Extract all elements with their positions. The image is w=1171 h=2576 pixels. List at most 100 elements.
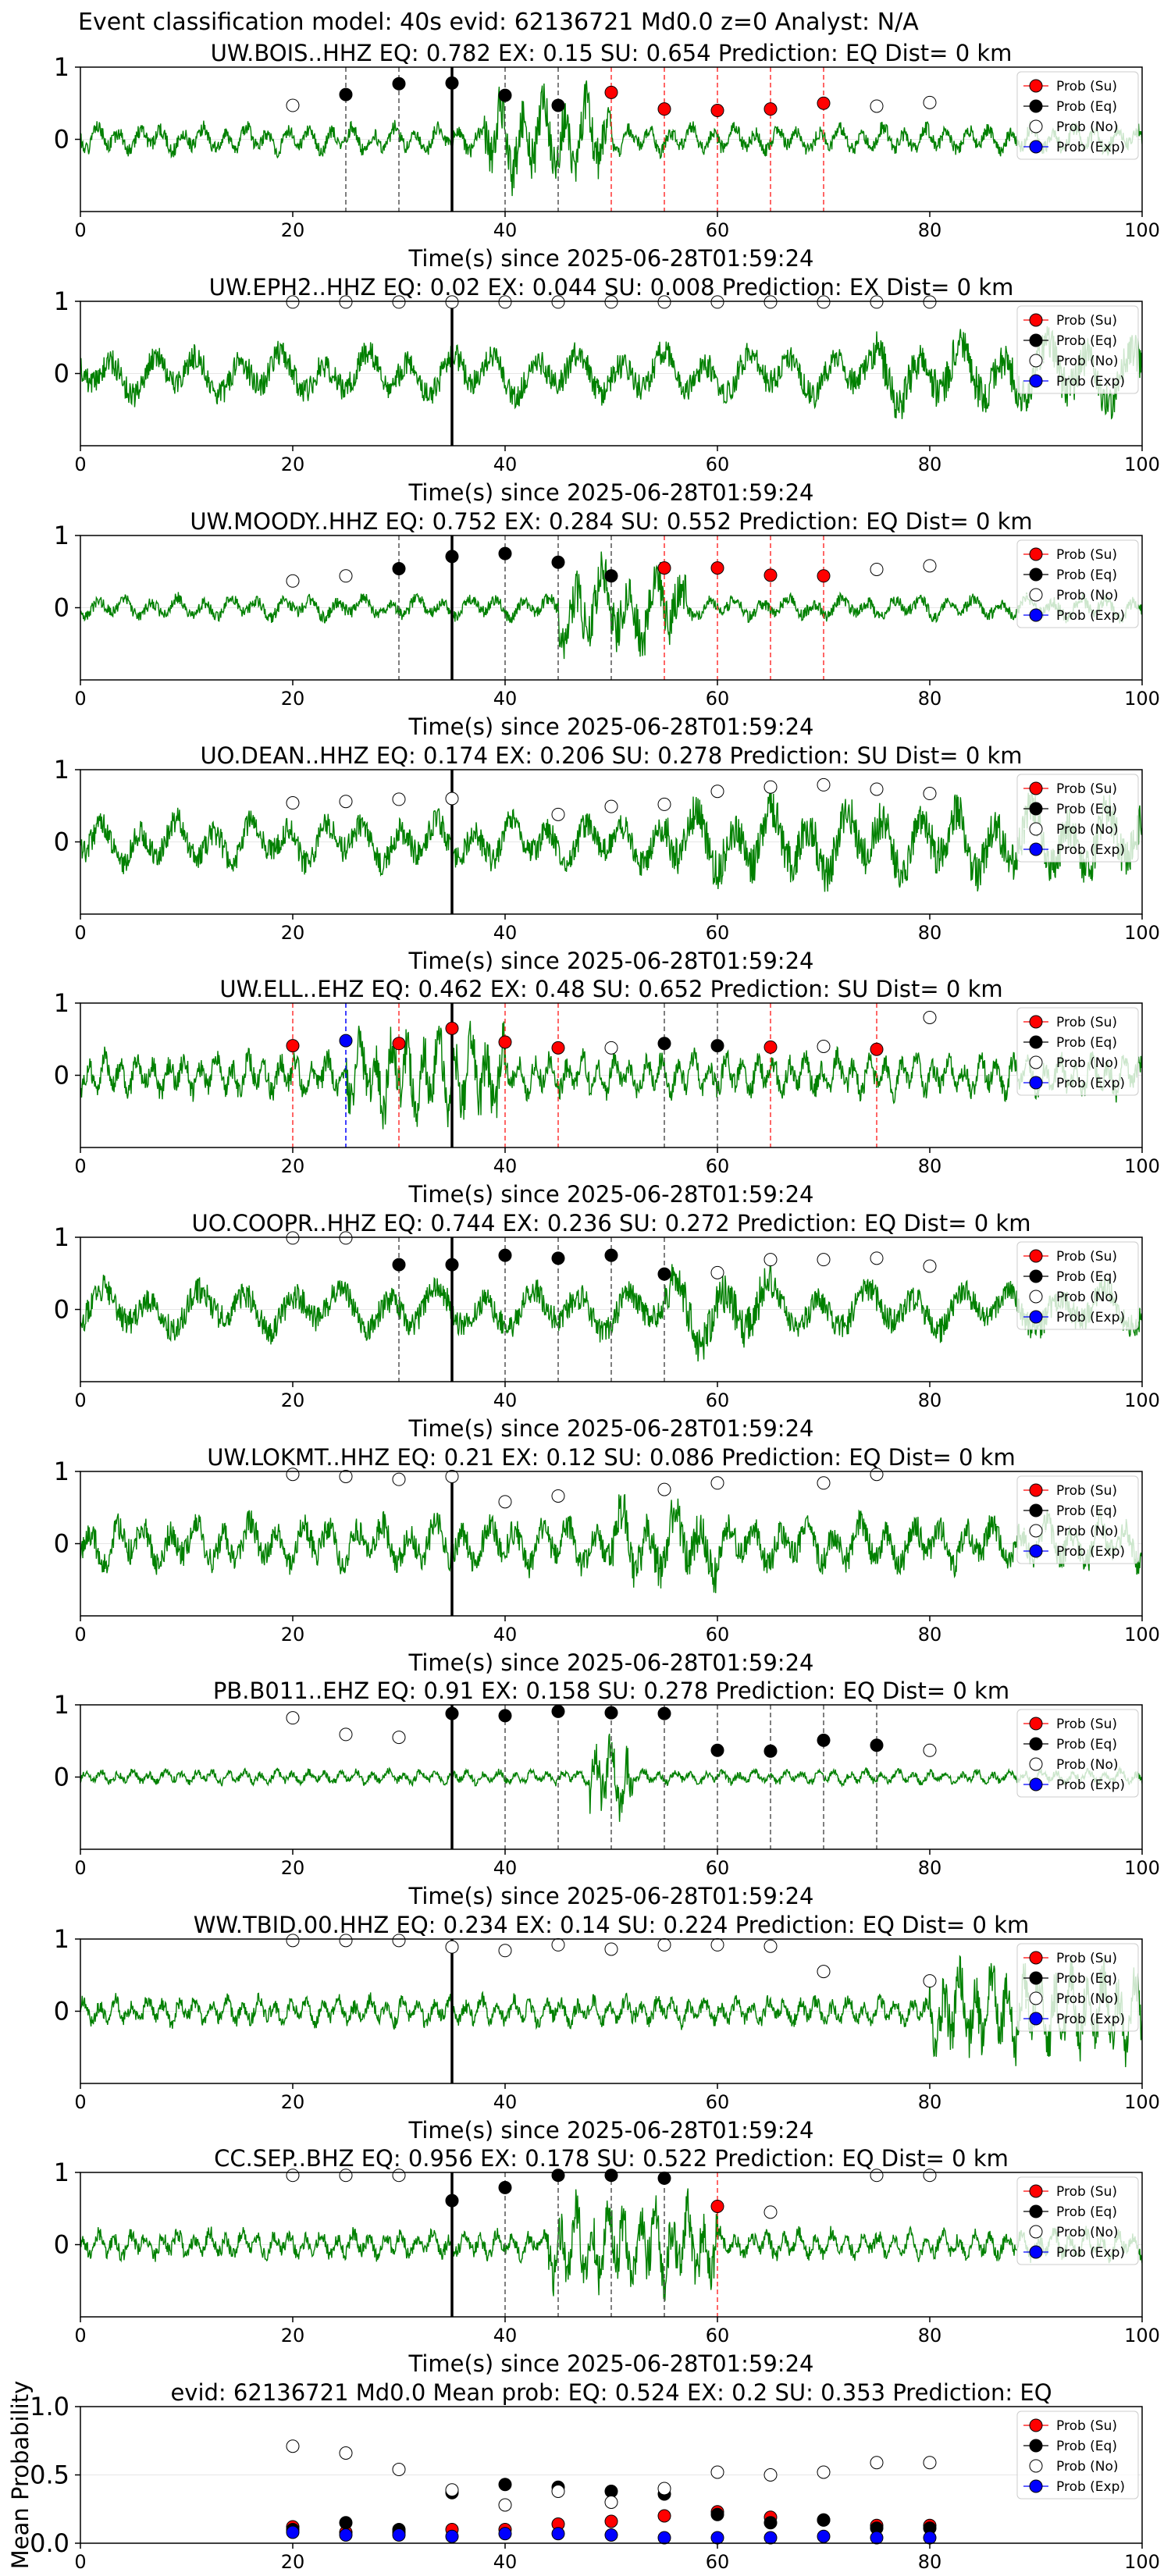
y-tick-label: 1 [54, 52, 69, 82]
x-tick-label: 0 [74, 219, 86, 241]
prob-marker-no [710, 295, 724, 309]
panels: UW.BOIS..HHZ EQ: 0.782 EX: 0.15 SU: 0.65… [7, 40, 1160, 2573]
legend-marker-exp [1029, 1544, 1043, 1558]
legend-label: Prob (Exp) [1056, 140, 1125, 155]
legend: Prob (Su) Prob (Eq) Prob (No) Prob (Exp) [1016, 1475, 1139, 1564]
x-tick-label: 80 [918, 1624, 942, 1646]
prob-marker-su [763, 1040, 778, 1054]
prob-marker-no [923, 559, 937, 573]
prob-marker-no [339, 1934, 353, 1948]
y-tick-label: 1 [54, 521, 69, 550]
prob-marker-no [286, 98, 300, 112]
mean-prob-marker-exp [339, 2528, 353, 2542]
prob-marker-no [763, 1939, 778, 1953]
prob-marker-no [604, 1942, 618, 1956]
prob-marker-no [604, 295, 618, 309]
y-tick-label: 0 [54, 827, 69, 857]
mean-prob-marker-eq [817, 2513, 831, 2527]
x-tick-label: 60 [706, 688, 730, 710]
y-tick-label: 0 [54, 1997, 69, 2026]
x-axis-label: Time(s) since 2025-06-28T01:59:24 [408, 1649, 814, 1676]
prob-marker-su [710, 104, 724, 117]
x-tick-label: 20 [281, 1857, 305, 1879]
prob-marker-eq [817, 1733, 831, 1747]
panel-title: PB.B011..EHZ EQ: 0.91 EX: 0.158 SU: 0.27… [213, 1678, 1009, 1704]
prob-marker-no [339, 2169, 353, 2183]
legend-label: Prob (No) [1056, 2459, 1119, 2475]
waveform-trace [80, 326, 1142, 420]
legend: Prob (Su) Prob (Eq) Prob (No) Prob (Exp) [1016, 1709, 1139, 1798]
prob-marker-no [392, 2169, 406, 2183]
legend: Prob (Su) Prob (Eq) Prob (No) Prob (Exp) [1016, 1007, 1139, 1096]
prob-marker-eq [604, 569, 618, 583]
legend-label: Prob (Exp) [1056, 2012, 1125, 2027]
prob-marker-eq [392, 562, 406, 576]
legend-label: Prob (Su) [1056, 2418, 1117, 2434]
legend-marker-no [1029, 1055, 1043, 1069]
legend-label: Prob (Su) [1056, 1717, 1117, 1732]
prob-marker-no [392, 1472, 406, 1486]
station-panel: UO.COOPR..HHZ EQ: 0.744 EX: 0.236 SU: 0.… [54, 1210, 1160, 1442]
legend-label: Prob (Su) [1056, 547, 1117, 563]
prob-marker-eq [498, 88, 512, 102]
x-tick-label: 20 [281, 219, 305, 241]
y-tick-label: 1 [54, 755, 69, 785]
legend-marker-exp [1029, 374, 1043, 388]
x-tick-label: 40 [493, 1155, 518, 1177]
legend-marker-exp [1029, 2479, 1043, 2493]
x-tick-label: 60 [706, 922, 730, 944]
y-tick-label: 0 [54, 125, 69, 155]
prob-marker-no [923, 295, 937, 309]
prob-marker-no [870, 1251, 884, 1265]
prob-marker-no [392, 1731, 406, 1745]
legend-marker-su [1029, 1015, 1043, 1029]
mean-prob-marker-no [817, 2465, 831, 2479]
y-axis-label: Mean Probability [7, 2381, 34, 2570]
x-tick-label: 80 [918, 2091, 942, 2113]
y-tick-label: 0 [54, 359, 69, 389]
prob-marker-no [339, 1727, 353, 1742]
legend-marker-exp [1029, 140, 1043, 154]
mean-prob-marker-exp [870, 2531, 884, 2545]
prob-marker-no [286, 1468, 300, 1482]
legend-label: Prob (Su) [1056, 1015, 1117, 1030]
prob-marker-no [551, 807, 565, 821]
y-tick-label: 0 [54, 1763, 69, 1792]
mean-probability-panel: evid: 62136721 Md0.0 Mean prob: EQ: 0.52… [7, 2379, 1160, 2573]
mean-prob-marker-no [339, 2446, 353, 2460]
mean-prob-marker-no [286, 2439, 300, 2453]
x-tick-label: 100 [1124, 2551, 1160, 2573]
legend-marker-no [1029, 1991, 1043, 2005]
legend-label: Prob (No) [1056, 2225, 1119, 2240]
mean-prob-marker-exp [817, 2529, 831, 2543]
prob-marker-eq [392, 1258, 406, 1272]
x-tick-label: 80 [918, 219, 942, 241]
y-tick-label: 1 [54, 1222, 69, 1252]
x-tick-label: 20 [281, 1624, 305, 1646]
legend-marker-eq [1029, 1971, 1043, 1985]
prob-marker-no [551, 1489, 565, 1503]
prob-marker-su [551, 1041, 565, 1055]
mean-prob-marker-eq [498, 2478, 512, 2492]
legend-marker-no [1029, 822, 1043, 836]
legend-marker-eq [1029, 2439, 1043, 2453]
x-tick-label: 20 [281, 1155, 305, 1177]
prob-marker-su [763, 568, 778, 582]
prob-marker-no [339, 295, 353, 309]
legend-box [1016, 71, 1139, 160]
prob-marker-no [870, 2169, 884, 2183]
mean-prob-marker-no [445, 2483, 459, 2497]
prob-marker-no [657, 1937, 671, 1952]
panel-title: UW.MOODY..HHZ EQ: 0.752 EX: 0.284 SU: 0.… [190, 508, 1032, 535]
legend-label: Prob (Exp) [1056, 1310, 1125, 1325]
mean-prob-marker-eq [339, 2516, 353, 2530]
station-panel: PB.B011..EHZ EQ: 0.91 EX: 0.158 SU: 0.27… [54, 1678, 1160, 1909]
x-tick-label: 0 [74, 1857, 86, 1879]
legend-marker-exp [1029, 1310, 1043, 1324]
x-tick-label: 100 [1124, 922, 1160, 944]
prob-marker-no [445, 1469, 459, 1483]
waveform-trace [80, 1020, 1142, 1130]
prob-marker-eq [870, 1738, 884, 1752]
mean-prob-marker-exp [392, 2528, 406, 2542]
prob-marker-eq [498, 2180, 512, 2194]
